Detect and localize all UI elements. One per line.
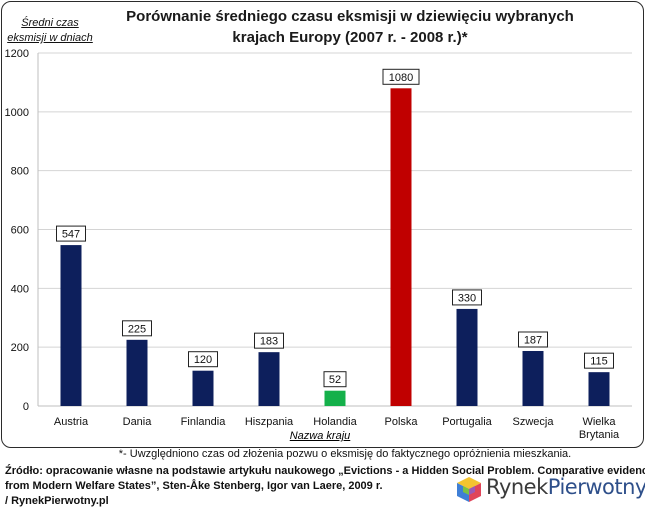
y-axis-title-line-1: Średni czas xyxy=(21,17,79,29)
y-tick-label: 400 xyxy=(11,283,29,295)
bar-8 xyxy=(588,372,610,406)
rynekpierwotny-logo: RynekPierwotny xyxy=(454,474,645,504)
bar-5 xyxy=(390,88,412,407)
bar-1 xyxy=(126,339,148,406)
bar-chart: 0 200 400 600 800 1000 1200 547 Austria 225 Dania 1… xyxy=(5,48,632,441)
x-tick-label: Austria xyxy=(54,416,89,428)
bar-4 xyxy=(324,390,346,406)
y-axis-title: Średni czas eksmisji w dniach xyxy=(4,16,96,46)
x-tick-label: Holandia xyxy=(313,416,357,428)
chart-title-line-1: Porównanie średniego czasu eksmisji w dz… xyxy=(126,8,574,25)
y-tick-label: 1200 xyxy=(5,48,29,60)
data-label: 52 xyxy=(329,374,341,386)
data-label-box xyxy=(122,320,152,337)
data-label: 115 xyxy=(590,356,608,368)
bar-2 xyxy=(192,370,214,406)
data-label-box xyxy=(518,331,548,348)
data-label: 1080 xyxy=(389,72,413,84)
source-line-1: Źródło: opracowanie własne na podstawie … xyxy=(5,465,645,477)
footnote: *- Uwzględniono czas od złożenia pozwu o… xyxy=(118,448,572,460)
y-tick-label: 200 xyxy=(11,342,29,354)
data-label: 120 xyxy=(194,354,212,366)
x-tick-label: Hiszpania xyxy=(245,416,294,428)
logo-text-pierwotny: Pierwotny xyxy=(547,475,645,499)
source-line-2: from Modern Welfare States”, Sten-Åke St… xyxy=(5,480,383,492)
x-axis-title: Nazwa kraju xyxy=(289,430,351,442)
y-tick-label: 600 xyxy=(11,225,29,237)
y-tick-label: 800 xyxy=(11,166,29,178)
logo-text-rynek: Rynek xyxy=(486,475,548,499)
x-tick-label: Finlandia xyxy=(181,416,227,428)
logo-text: RynekPierwotny xyxy=(486,475,645,499)
data-label: 225 xyxy=(128,323,146,335)
data-label-box xyxy=(323,371,347,388)
bar-7 xyxy=(522,350,544,406)
source-line-3: / RynekPierwotny.pl xyxy=(5,495,109,507)
bar-0 xyxy=(60,245,82,406)
chart-title-line-2: krajach Europy (2007 r. - 2008 r.)* xyxy=(232,29,468,46)
x-tick-label: Wielka xyxy=(582,416,616,428)
data-label-box xyxy=(584,352,614,369)
x-tick-label: Dania xyxy=(123,416,153,428)
data-label: 547 xyxy=(62,229,80,241)
source-note: Źródło: opracowanie własne na podstawie … xyxy=(5,464,645,509)
bar-3 xyxy=(258,352,280,406)
x-tick-label: Brytania xyxy=(579,429,620,441)
data-label-box xyxy=(188,351,218,368)
cube-logo-icon xyxy=(457,477,481,502)
data-label: 183 xyxy=(260,336,278,348)
x-tick-label: Szwecja xyxy=(513,416,555,428)
data-label: 187 xyxy=(524,334,542,346)
x-tick-label: Portugalia xyxy=(442,416,492,428)
x-tick-label: Polska xyxy=(384,416,418,428)
bar-6 xyxy=(456,308,478,406)
data-label-box xyxy=(254,332,284,349)
data-label-box xyxy=(56,225,86,242)
data-label-box xyxy=(382,68,420,85)
chart-title: Porównanie średniego czasu eksmisji w dz… xyxy=(100,6,600,48)
data-label: 330 xyxy=(458,292,476,304)
y-tick-label: 0 xyxy=(23,401,29,413)
y-axis-title-line-2: eksmisji w dniach xyxy=(7,32,93,44)
y-tick-label: 1000 xyxy=(5,107,29,119)
data-label-box xyxy=(452,289,482,306)
